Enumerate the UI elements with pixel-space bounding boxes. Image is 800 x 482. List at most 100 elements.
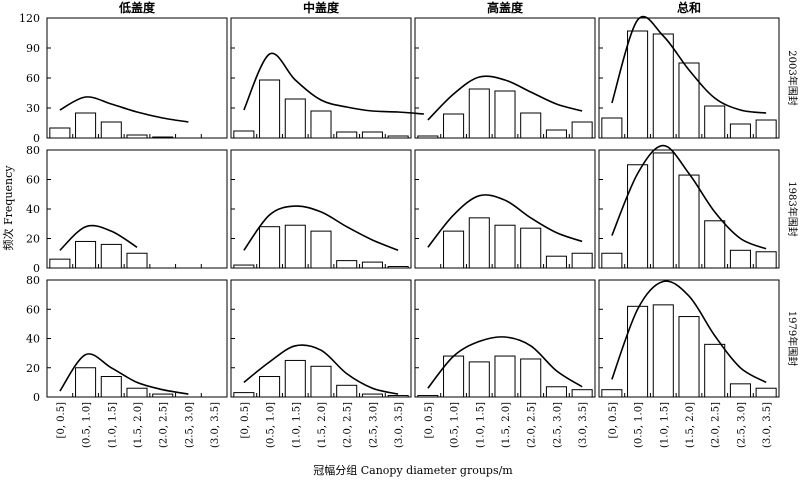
bar <box>233 130 255 139</box>
bar <box>259 226 281 269</box>
y-tick-label: 60 <box>26 72 40 85</box>
bar <box>652 152 674 269</box>
panel-grid <box>46 15 780 398</box>
fitted-curve <box>243 344 399 395</box>
bar <box>417 135 439 139</box>
bar <box>627 164 649 269</box>
bar <box>336 260 358 269</box>
x-category-label: [0, 0.5] <box>424 402 435 439</box>
y-tick-label: 0 <box>33 262 40 275</box>
bar <box>545 255 567 269</box>
bar <box>704 220 726 269</box>
bar <box>571 252 593 269</box>
panel-r0-c0 <box>46 17 228 139</box>
x-category-label: (1.5, 2.0] <box>317 402 328 448</box>
x-category-label: (2.0, 2.5] <box>343 402 354 448</box>
bar <box>75 112 97 139</box>
x-category-label: (2.5, 3.0] <box>368 402 379 448</box>
x-category-label: [0, 0.5] <box>56 402 67 439</box>
x-category-label: (3.0, 3.5] <box>578 402 589 448</box>
bar <box>678 62 700 139</box>
fitted-curve <box>611 15 767 114</box>
bar <box>494 90 516 139</box>
panel-r2-c1 <box>230 279 412 398</box>
bar <box>75 367 97 398</box>
bar <box>259 376 281 398</box>
x-category-label: (1.0, 1.5] <box>475 402 486 448</box>
bar <box>468 361 490 398</box>
x-category-label: [0, 0.5] <box>240 402 251 439</box>
column-title-3: 总和 <box>677 0 701 15</box>
panel-r1-c0 <box>46 149 228 269</box>
row-label-1: 1983年围封 <box>786 181 799 236</box>
bar <box>601 389 623 398</box>
bar <box>361 131 383 139</box>
bar <box>627 305 649 398</box>
panel-r2-c2 <box>414 279 596 398</box>
panel-frame <box>46 17 228 139</box>
bar <box>152 393 174 398</box>
fitted-curve <box>427 336 583 389</box>
bar <box>233 264 255 269</box>
x-category-label: (1.5, 2.0] <box>501 402 512 448</box>
panel-r2-c3 <box>598 279 780 398</box>
row-label-2: 1979年围封 <box>786 311 799 366</box>
bar <box>627 30 649 139</box>
bar <box>443 230 465 269</box>
bar <box>361 261 383 269</box>
panel-r1-c2 <box>414 149 596 269</box>
y-tick-label: 60 <box>26 174 40 187</box>
y-tick-label: 40 <box>26 333 40 346</box>
column-title-0: 低盖度 <box>118 0 156 15</box>
y-tick-label: 20 <box>26 362 40 375</box>
bar <box>126 134 148 139</box>
bar <box>387 266 409 269</box>
bar <box>468 217 490 269</box>
x-axis: [0, 0.5] (0.5, 1.0] (1.0, 1.5] (1.5, 2.0] (2… <box>56 402 773 448</box>
bar <box>704 105 726 139</box>
panel-r0-c1 <box>230 17 424 139</box>
panel-frame <box>46 149 228 269</box>
bar <box>443 355 465 398</box>
panel-r0-c2 <box>414 17 596 139</box>
bar <box>755 387 777 398</box>
y-tick-label: 60 <box>26 303 40 316</box>
bar <box>284 224 306 269</box>
y-tick-label: 80 <box>26 274 40 287</box>
fitted-curve <box>611 280 767 384</box>
fitted-curve <box>243 52 424 115</box>
x-category-label: (2.5, 3.0] <box>184 402 195 448</box>
bar <box>336 131 358 139</box>
panel-r1-c1 <box>230 149 412 269</box>
bar <box>468 88 490 139</box>
bar <box>100 376 122 398</box>
x-category-label: (2.5, 3.0] <box>736 402 747 448</box>
x-category-label: (2.0, 2.5] <box>159 402 170 448</box>
bar <box>284 359 306 398</box>
fitted-curve <box>243 205 399 252</box>
panel-r2-c0 <box>46 279 228 398</box>
bar <box>755 251 777 269</box>
x-category-label: (1.5, 2.0] <box>685 402 696 448</box>
x-category-label: (2.0, 2.5] <box>711 402 722 448</box>
bar <box>729 249 751 269</box>
bar <box>100 121 122 139</box>
bar <box>49 258 71 269</box>
x-category-label: (0.5, 1.0] <box>450 402 461 448</box>
bar <box>729 123 751 139</box>
bar <box>678 316 700 398</box>
row-label-0: 2003年围封 <box>786 50 799 105</box>
bar <box>601 117 623 139</box>
x-category-label: (1.5, 2.0] <box>133 402 144 448</box>
bar <box>259 79 281 139</box>
bar <box>361 393 383 398</box>
panel-r0-c3 <box>598 15 780 139</box>
bar <box>678 174 700 269</box>
x-category-label: (2.0, 2.5] <box>527 402 538 448</box>
bar <box>284 98 306 139</box>
bar <box>729 383 751 398</box>
x-category-label: (3.0, 3.5] <box>210 402 221 448</box>
y-tick-label: 90 <box>26 42 40 55</box>
bar <box>49 127 71 139</box>
